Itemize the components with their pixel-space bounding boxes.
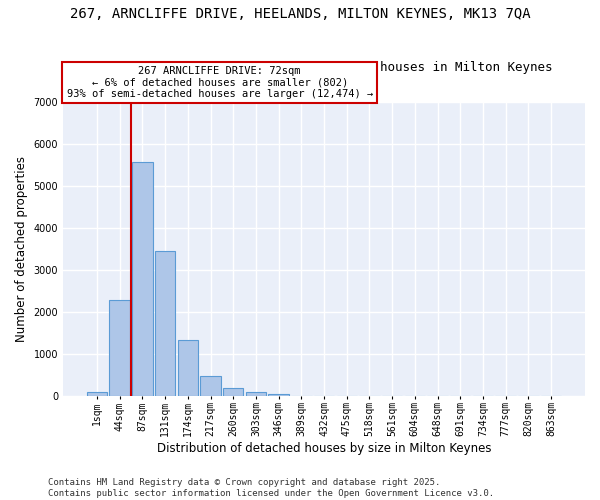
Y-axis label: Number of detached properties: Number of detached properties: [15, 156, 28, 342]
X-axis label: Distribution of detached houses by size in Milton Keynes: Distribution of detached houses by size …: [157, 442, 491, 455]
Bar: [245, 392, 266, 396]
Bar: [155, 250, 175, 396]
Bar: [109, 300, 130, 396]
Text: 267 ARNCLIFFE DRIVE: 72sqm
← 6% of detached houses are smaller (802)
93% of semi: 267 ARNCLIFFE DRIVE: 72sqm ← 6% of detac…: [67, 66, 373, 99]
Title: Size of property relative to detached houses in Milton Keynes: Size of property relative to detached ho…: [95, 62, 553, 74]
Bar: [223, 388, 244, 396]
Bar: [87, 392, 107, 396]
Text: 267, ARNCLIFFE DRIVE, HEELANDS, MILTON KEYNES, MK13 7QA: 267, ARNCLIFFE DRIVE, HEELANDS, MILTON K…: [70, 8, 530, 22]
Bar: [200, 376, 221, 396]
Bar: [132, 162, 152, 396]
Bar: [178, 340, 198, 396]
Text: Contains HM Land Registry data © Crown copyright and database right 2025.
Contai: Contains HM Land Registry data © Crown c…: [48, 478, 494, 498]
Bar: [268, 394, 289, 396]
